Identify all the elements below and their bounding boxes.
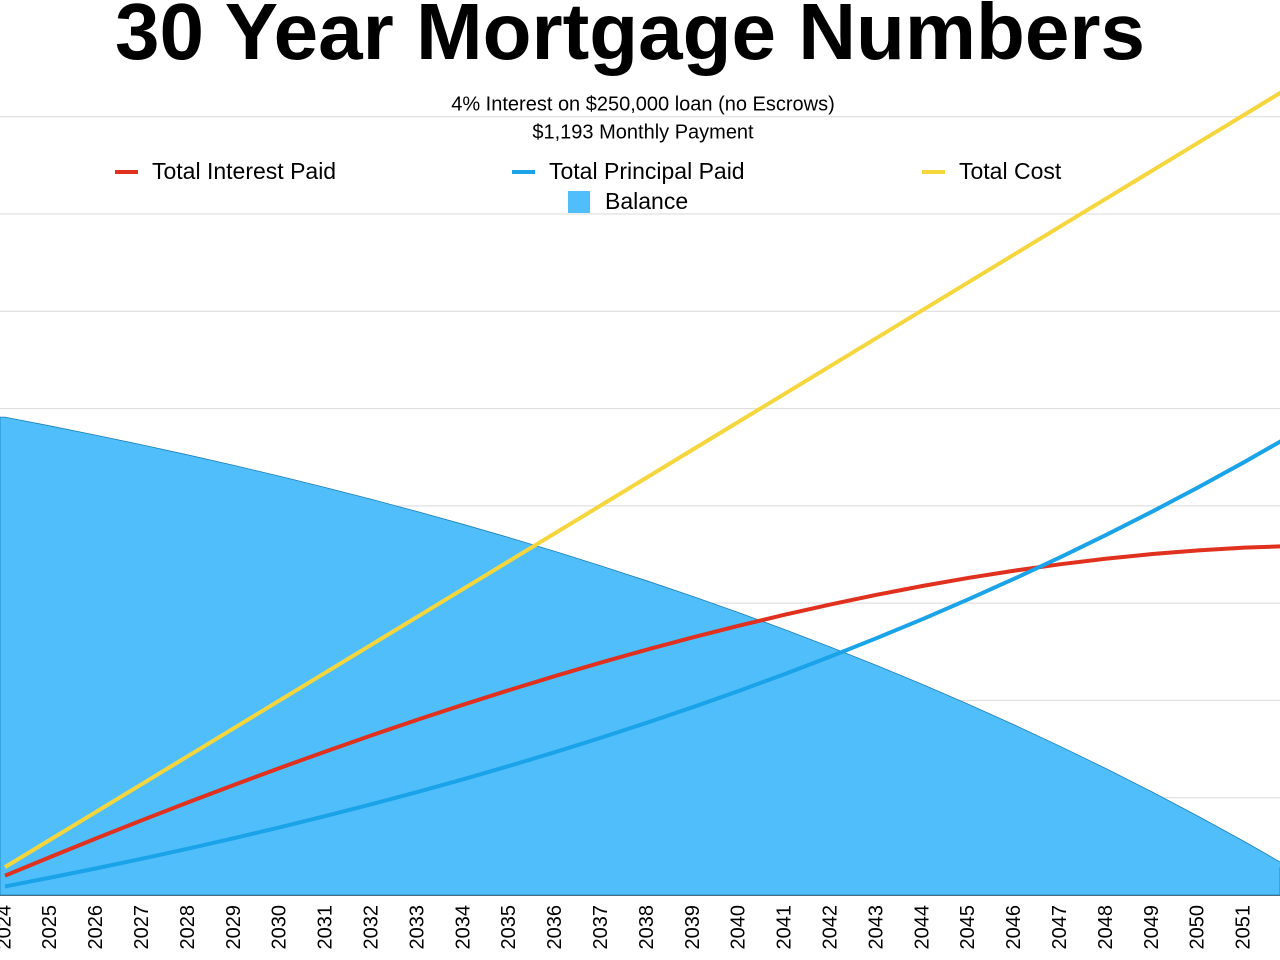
balance-area	[0, 416, 1280, 896]
chart-title: 30 Year Mortgage Numbers	[115, 0, 1145, 76]
x-tick-label: 2029	[223, 905, 245, 950]
series-line	[4, 544, 1280, 878]
x-tick-label: 2038	[636, 905, 658, 950]
x-tick-label: 2033	[406, 905, 428, 950]
plot-area	[0, 90, 1280, 896]
x-tick-label: 2047	[1049, 905, 1071, 950]
x-tick-label: 2044	[911, 905, 933, 950]
x-tick-label: 2050	[1187, 905, 1209, 950]
legend-label: Total Interest Paid	[152, 158, 336, 184]
x-tick-label: 2036	[544, 905, 566, 950]
x-tick-label: 2030	[269, 905, 291, 950]
x-tick-label: 2028	[177, 905, 199, 950]
x-tick-label: 2026	[85, 905, 107, 950]
legend-label: Total Cost	[959, 158, 1062, 184]
x-tick-label: 2034	[452, 905, 474, 950]
x-tick-label: 2039	[682, 905, 704, 950]
x-tick-label: 2051	[1233, 905, 1255, 950]
x-tick-label: 2048	[1095, 905, 1117, 950]
series-line	[4, 439, 1280, 889]
chart-subtitle: 4% Interest on $250,000 loan (no Escrows…	[451, 93, 835, 115]
x-tick-label: 2052	[1278, 905, 1280, 950]
x-tick-label: 2025	[39, 905, 61, 950]
x-tick-label: 2049	[1141, 905, 1163, 950]
x-tick-label: 2032	[360, 905, 382, 950]
x-tick-label: 2041	[774, 905, 796, 950]
chart-subtitle: $1,193 Monthly Payment	[532, 121, 754, 143]
legend-label: Total Principal Paid	[549, 158, 745, 184]
x-tick-label: 2046	[1003, 905, 1025, 950]
x-tick-label: 2040	[728, 905, 750, 950]
x-tick-label: 2035	[498, 905, 520, 950]
x-tick-label: 2024	[0, 905, 15, 950]
x-tick-label: 2042	[819, 905, 841, 950]
series-line	[3, 90, 1280, 869]
legend-label: Balance	[605, 188, 688, 214]
x-tick-label: 2031	[315, 905, 337, 950]
x-tick-label: 2037	[590, 905, 612, 950]
legend-swatch	[568, 191, 590, 213]
x-tick-label: 2045	[957, 905, 979, 950]
x-tick-label: 2043	[865, 905, 887, 950]
legend: Balance Total Interest Paid Total Principa…	[115, 158, 1062, 214]
x-tick-label: 2027	[131, 905, 153, 950]
